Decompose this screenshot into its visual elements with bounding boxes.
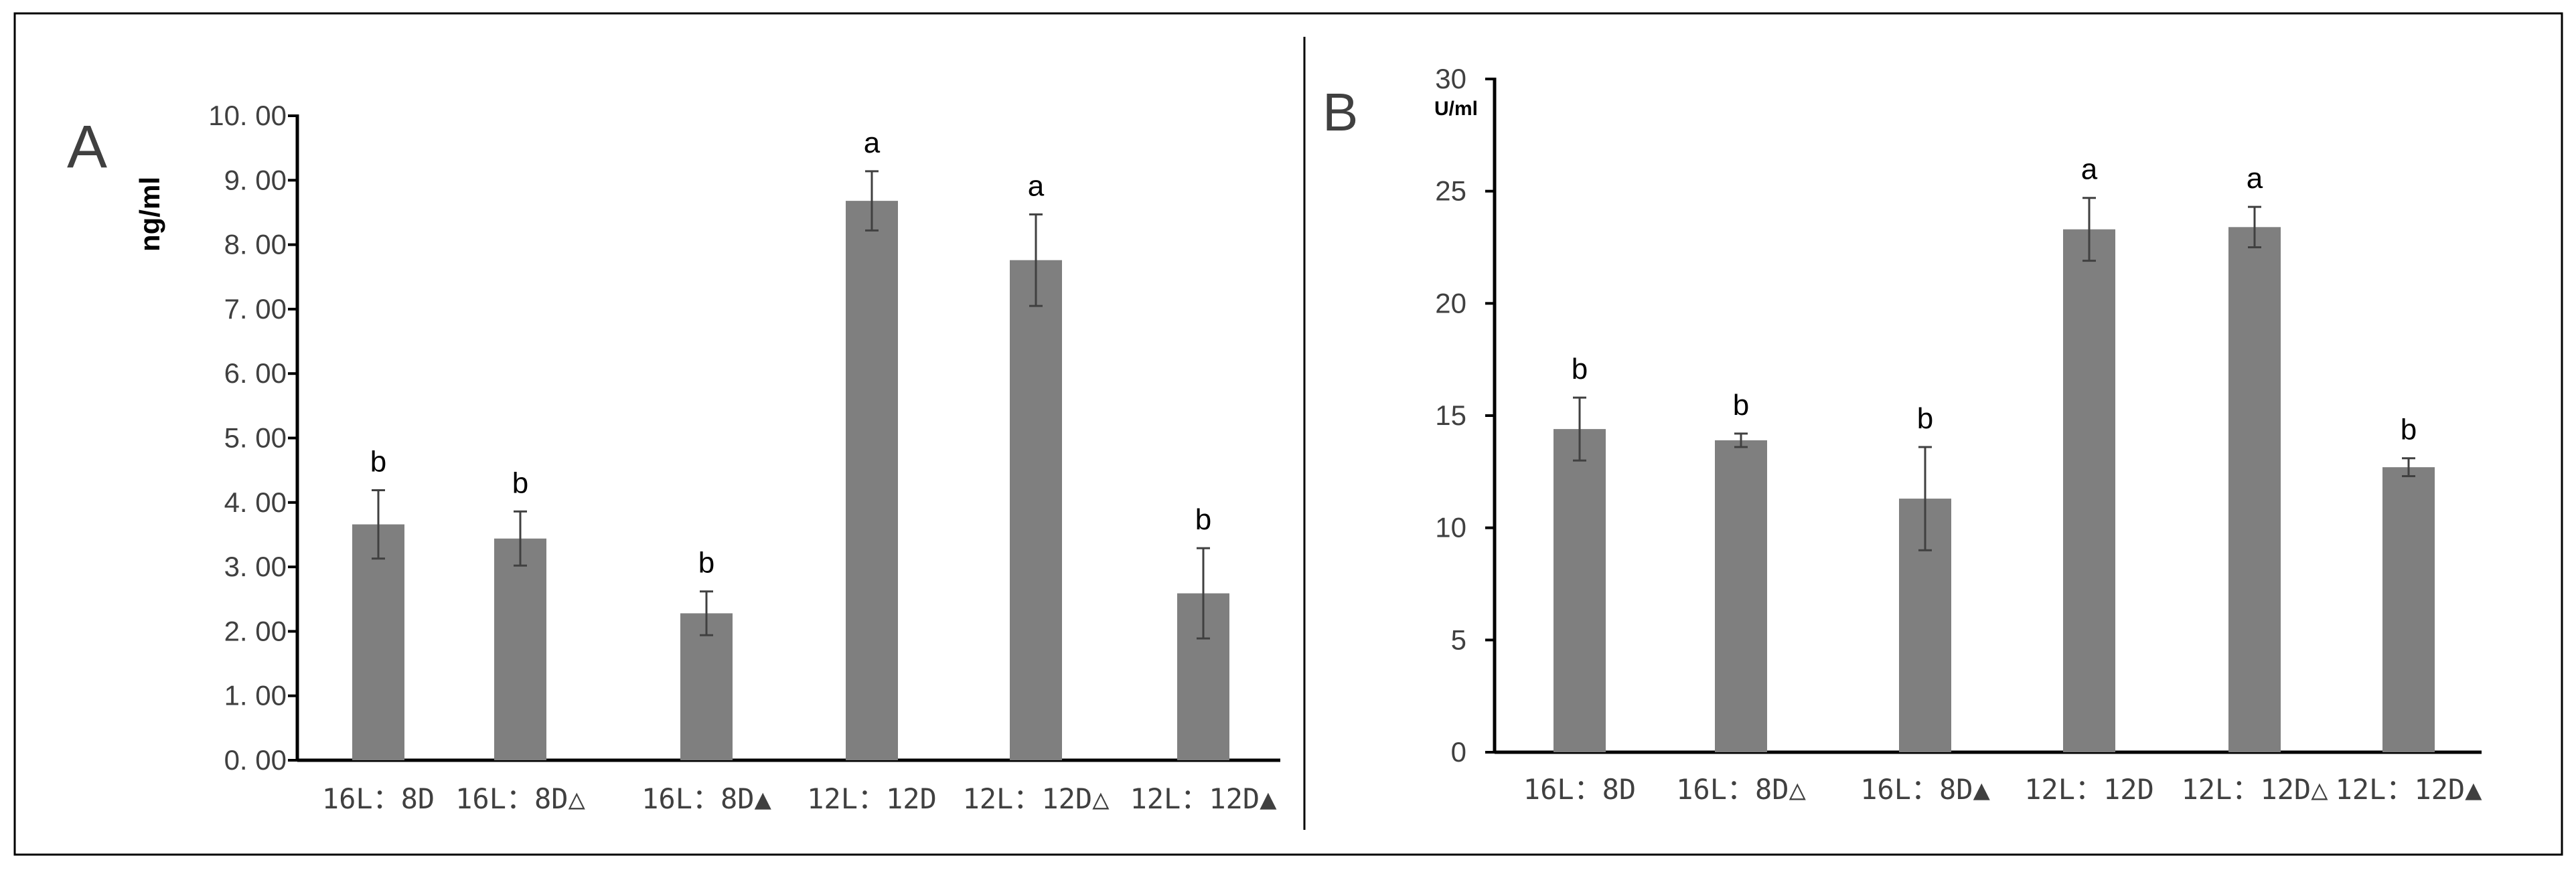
y-tick-label: 6. 00: [224, 357, 287, 389]
y-tick-label: 4. 00: [224, 487, 287, 518]
y-tick-label: 20: [1435, 287, 1466, 319]
x-tick-label: 12L：12D△: [962, 782, 1110, 815]
significance-label: a: [1028, 169, 1045, 202]
significance-label: b: [2401, 414, 2417, 446]
x-tick-label: 12L：12D△: [2181, 773, 2328, 806]
x-tick-label: 16L：8D: [1523, 773, 1636, 806]
significance-label: b: [512, 466, 528, 499]
significance-label: a: [864, 126, 881, 159]
bar: [680, 613, 733, 760]
panel-a: Ang/ml 0. 00 1. 00 2. 00 3. 00 4. 00 5. 00 6. 0…: [67, 100, 1280, 815]
x-tick-label: 16L：8D▲: [641, 782, 771, 815]
x-tick-label: 16L：8D△: [1676, 773, 1806, 806]
significance-label: b: [698, 547, 714, 580]
significance-label: b: [1733, 389, 1749, 422]
bar: [1715, 440, 1767, 752]
x-tick-label: 12L：12D▲: [2335, 773, 2482, 806]
panel-b: B U/ml 0 5 10 15 20 25 30 b 16L：8D b 16L：8D△ b 16L：8D▲…: [1322, 63, 2482, 806]
significance-label: b: [1572, 353, 1588, 385]
bar: [1010, 260, 1062, 760]
y-tick-label: 10. 00: [208, 100, 287, 131]
x-tick-label: 12L：12D▲: [1130, 782, 1277, 815]
x-tick-label: 12L：12D: [2024, 773, 2154, 806]
significance-label: b: [370, 446, 386, 478]
bar: [846, 201, 898, 761]
y-tick-label: 15: [1435, 400, 1466, 431]
x-tick-label: 16L：8D: [322, 782, 435, 815]
bar: [1554, 429, 1606, 752]
y-tick-label: 0: [1451, 736, 1466, 768]
significance-label: b: [1195, 503, 1211, 536]
bar: [494, 538, 546, 760]
bar: [2228, 227, 2281, 752]
y-tick-label: 2. 00: [224, 615, 287, 646]
x-tick-label: 16L：8D▲: [1860, 773, 1990, 806]
y-tick-label: 10: [1435, 512, 1466, 543]
bar: [352, 524, 404, 760]
y-tick-label: 3. 00: [224, 551, 287, 582]
figure-border: [13, 12, 2563, 856]
significance-label: a: [2247, 162, 2263, 195]
bar: [2063, 229, 2115, 752]
y-axis-label: U/ml: [1434, 98, 1478, 120]
y-tick-label: 8. 00: [224, 229, 287, 260]
y-tick-label: 1. 00: [224, 680, 287, 711]
panel-label: A: [67, 114, 107, 181]
x-tick-label: 16L：8D△: [455, 782, 585, 815]
y-tick-label: 9. 00: [224, 164, 287, 195]
y-tick-label: 25: [1435, 175, 1466, 207]
y-tick-label: 30: [1435, 63, 1466, 94]
y-tick-label: 5. 00: [224, 422, 287, 454]
x-tick-label: 12L：12D: [807, 782, 937, 815]
y-axis-label: ng/ml: [134, 177, 165, 252]
panel-label: B: [1322, 82, 1358, 142]
y-tick-label: 0. 00: [224, 744, 287, 776]
significance-label: a: [2081, 153, 2098, 186]
y-tick-label: 7. 00: [224, 293, 287, 325]
bar: [2382, 467, 2435, 752]
significance-label: b: [1917, 402, 1933, 435]
y-tick-label: 5: [1451, 624, 1466, 655]
